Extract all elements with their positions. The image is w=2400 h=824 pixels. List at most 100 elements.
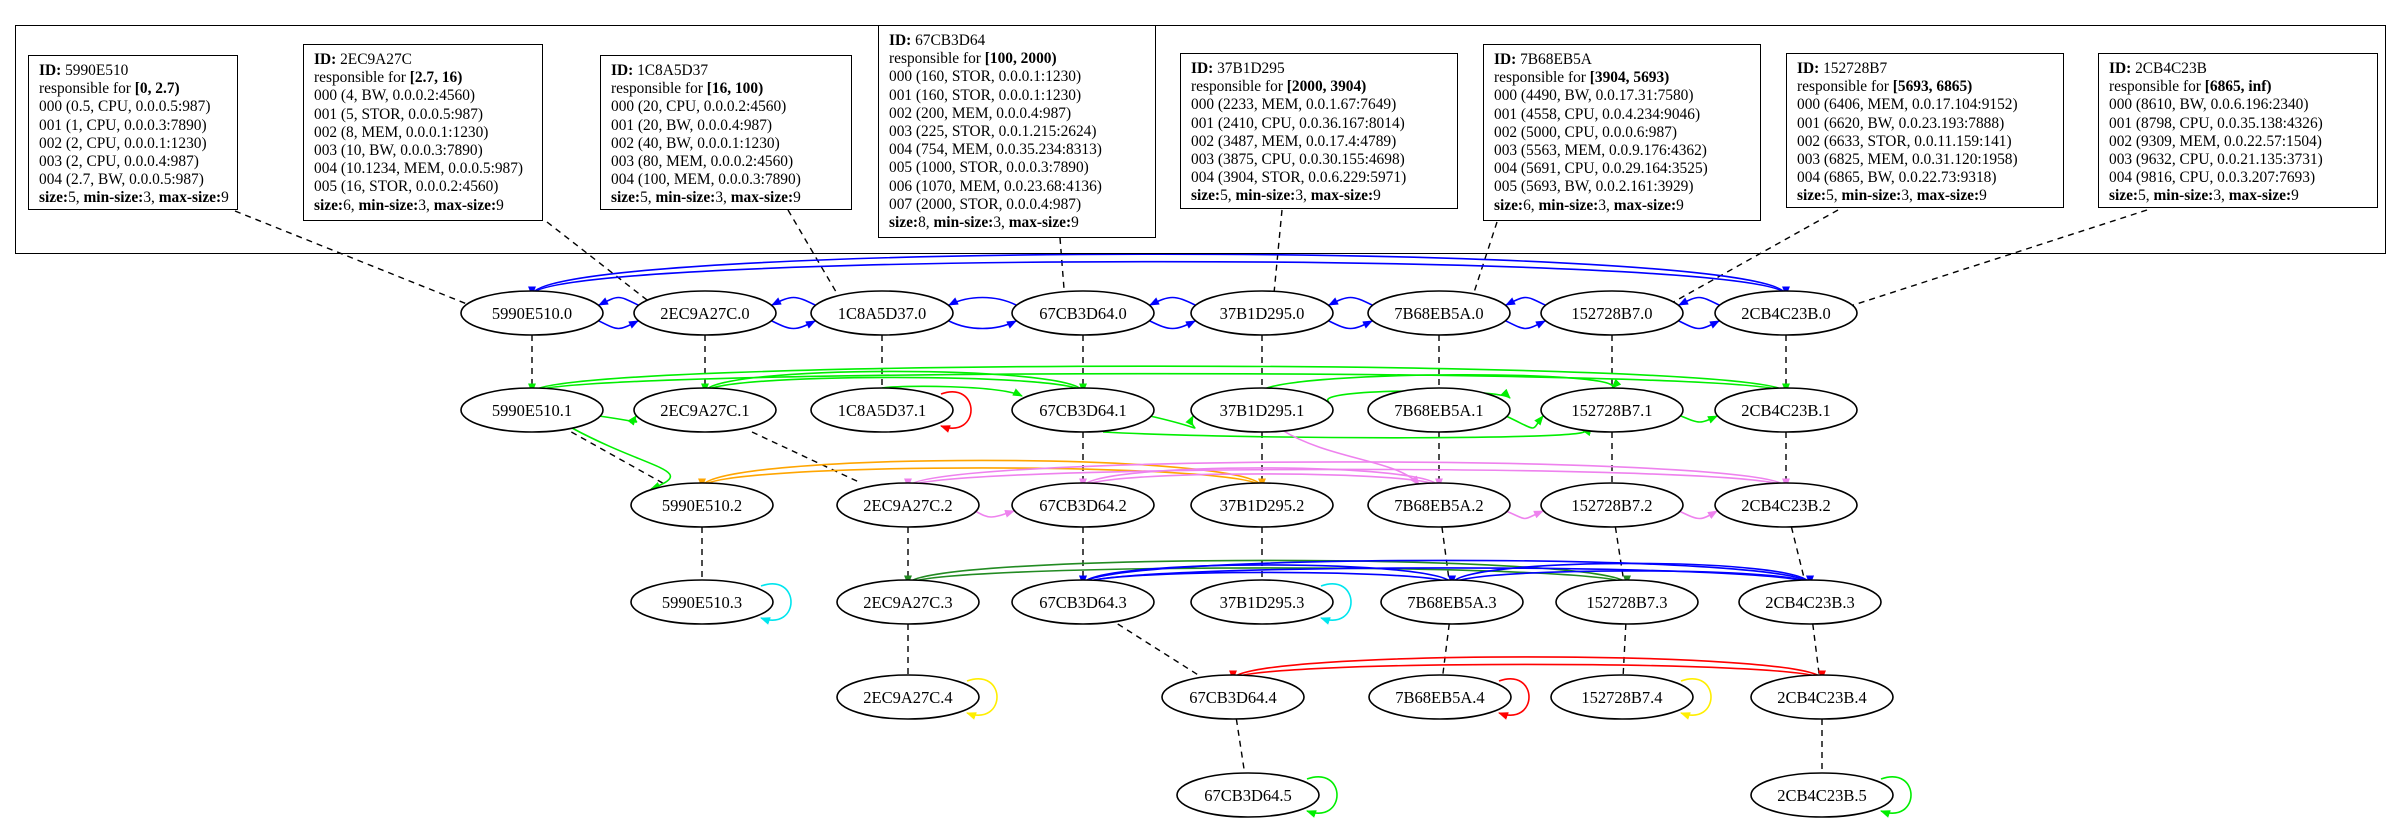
entry-line: 001 (20, BW, 0.0.0.4:987) xyxy=(611,116,773,134)
max-size-value: 9 xyxy=(1071,214,1079,232)
level1-edge xyxy=(598,415,638,426)
node-ellipse xyxy=(1750,772,1894,818)
node-ellipse xyxy=(1176,772,1320,818)
size-label: size: xyxy=(889,214,919,232)
node-37B1D295.3: 37B1D295.3 xyxy=(1190,579,1334,625)
entry-line: 002 (8, MEM, 0.0.0.1:1230) xyxy=(314,123,489,141)
max-size-value: 9 xyxy=(1979,187,1987,205)
server-range: [6865, inf) xyxy=(2204,78,2272,96)
level3-edge xyxy=(1451,562,1814,586)
level0-edge xyxy=(771,320,816,330)
node-ellipse xyxy=(1555,579,1699,625)
node-label: 67CB3D64.4 xyxy=(1189,688,1277,707)
size-value: 5 xyxy=(640,189,648,207)
server-range: [100, 2000) xyxy=(984,50,1057,68)
node-ellipse xyxy=(1190,290,1334,336)
node-label: 67CB3D64.1 xyxy=(1039,401,1127,420)
node-37B1D295.0: 37B1D295.0 xyxy=(1190,290,1334,336)
id-label: ID: xyxy=(2109,60,2132,77)
size-line: size:8, min-size:3, max-size:9 xyxy=(889,214,1079,232)
node-5990E510.3: 5990E510.3 xyxy=(630,579,774,625)
node-7B68EB5A.4: 7B68EB5A.4 xyxy=(1368,674,1512,720)
level0-edge xyxy=(1678,320,1720,330)
server-range: [16, 100) xyxy=(706,80,764,98)
size-value: 8 xyxy=(918,214,926,232)
size-label: size: xyxy=(2109,187,2139,205)
node-ellipse xyxy=(460,290,604,336)
node-37B1D295.2: 37B1D295.2 xyxy=(1190,482,1334,528)
node-ellipse xyxy=(633,387,777,433)
node-label: 7B68EB5A.1 xyxy=(1394,401,1483,420)
level1-edge xyxy=(704,370,1087,394)
entry-line: 004 (9816, CPU, 0.0.3.207:7693) xyxy=(2109,169,2316,187)
entry-line: 000 (4490, BW, 0.0.17.31:7580) xyxy=(1494,87,1694,105)
node-ellipse xyxy=(1540,290,1684,336)
node-label: 2EC9A27C.0 xyxy=(660,304,749,323)
size-label: size: xyxy=(611,189,641,207)
hierarchy-edge xyxy=(1117,623,1199,676)
level3-edge xyxy=(904,567,1628,586)
max-size-label: max-size: xyxy=(1613,196,1677,214)
entry-line: 003 (2, CPU, 0.0.0.4:987) xyxy=(39,153,199,171)
server-id-line: ID: 1C8A5D37 xyxy=(611,62,843,80)
entry-line: 002 (3487, MEM, 0.0.17.4:4789) xyxy=(1191,132,1397,150)
size-line: size:5, min-size:3, max-size:9 xyxy=(611,189,801,207)
node-label: 2EC9A27C.4 xyxy=(863,688,952,707)
level0-wrap-edge xyxy=(531,253,1790,297)
min-size-value: 3 xyxy=(418,196,427,214)
max-size-label: max-size: xyxy=(1310,187,1374,205)
node-2CB4C23B.4: 2CB4C23B.4 xyxy=(1750,674,1894,720)
node-ellipse xyxy=(810,290,954,336)
max-size-value: 9 xyxy=(793,189,801,207)
node-label: 7B68EB5A.0 xyxy=(1394,304,1483,323)
self-loop-edge xyxy=(1306,776,1338,818)
level1-edge xyxy=(1505,415,1544,429)
level2-edge xyxy=(1505,510,1544,520)
id-label: ID: xyxy=(1191,60,1214,77)
entry-line: 003 (6825, MEM, 0.0.31.120:1958) xyxy=(1797,151,2018,169)
node-ellipse xyxy=(1011,579,1155,625)
min-size-label: min-size: xyxy=(933,214,994,232)
range-line: responsible for [3904, 5693) xyxy=(1494,69,1752,87)
node-ellipse xyxy=(1190,387,1334,433)
hierarchy-edge xyxy=(751,431,862,484)
hierarchy-edge xyxy=(1442,623,1450,676)
node-ellipse xyxy=(1714,482,1858,528)
entry-line: 002 (40, BW, 0.0.0.1:1230) xyxy=(611,134,780,152)
level1-edge xyxy=(881,385,1023,397)
server-box-7B68EB5A: ID: 7B68EB5A responsible for [3904, 5693)… xyxy=(1483,44,1761,221)
box-link-edge xyxy=(1847,209,2148,308)
level1-edge xyxy=(571,427,672,490)
node-ellipse xyxy=(1750,674,1894,720)
node-1C8A5D37.1: 1C8A5D37.1 xyxy=(810,387,954,433)
node-2CB4C23B.5: 2CB4C23B.5 xyxy=(1750,772,1894,818)
entry-line: 001 (160, STOR, 0.0.0.1:1230) xyxy=(889,86,1082,104)
level0-edge xyxy=(1505,296,1546,306)
node-label: 152728B7.4 xyxy=(1581,688,1662,707)
node-label: 2CB4C23B.3 xyxy=(1765,593,1854,612)
min-size-label: min-size: xyxy=(358,196,419,214)
self-loop-edge xyxy=(760,583,792,625)
server-box-2EC9A27C: ID: 2EC9A27C responsible for [2.7, 16) 000… xyxy=(303,44,543,221)
node-5990E510.2: 5990E510.2 xyxy=(630,482,774,528)
server-id: 7B68EB5A xyxy=(1520,51,1592,68)
server-box-5990E510: ID: 5990E510 responsible for [0, 2.7) 000 … xyxy=(28,55,238,210)
min-size-value: 3 xyxy=(1295,187,1304,205)
size-value: 5 xyxy=(1220,187,1228,205)
min-size-value: 3 xyxy=(143,189,152,207)
server-id: 2CB4C23B xyxy=(2135,60,2207,77)
entry-line: 004 (2.7, BW, 0.0.0.5:987) xyxy=(39,171,204,189)
entry-line: 002 (200, MEM, 0.0.0.4:987) xyxy=(889,104,1072,122)
box-link-edge xyxy=(234,210,472,307)
level2-edge xyxy=(1082,467,1443,489)
level2-edge xyxy=(974,510,1015,518)
node-2CB4C23B.3: 2CB4C23B.3 xyxy=(1738,579,1882,625)
node-152728B7.0: 152728B7.0 xyxy=(1540,290,1684,336)
size-label: size: xyxy=(39,189,69,207)
max-size-label: max-size: xyxy=(158,189,222,207)
node-label: 2CB4C23B.1 xyxy=(1741,401,1830,420)
level0-edge xyxy=(1678,296,1720,306)
node-1C8A5D37.0: 1C8A5D37.0 xyxy=(810,290,954,336)
node-ellipse xyxy=(1011,387,1155,433)
entry-line: 006 (1070, MEM, 0.0.23.68:4136) xyxy=(889,177,1102,195)
